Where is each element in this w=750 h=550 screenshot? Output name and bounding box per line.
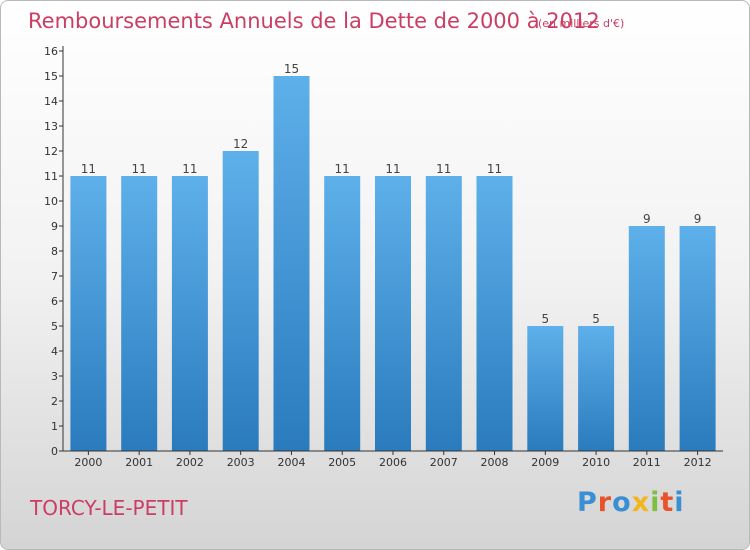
data-label-2007: 11 [436,162,451,176]
data-label-2001: 11 [132,162,147,176]
bars-layer [70,76,716,451]
y-tick-label: 2 [51,395,58,408]
data-label-2009: 5 [541,312,549,326]
bar-2000 [70,176,107,451]
data-label-2004: 15 [284,62,299,76]
data-label-2012: 9 [694,212,702,226]
bar-2008 [476,176,513,451]
data-labels-layer: 11 11 11 12 15 11 11 11 11 5 5 9 9 [81,62,702,326]
y-tick-label: 8 [51,245,58,258]
x-tick-label: 2005 [328,456,356,469]
y-tick-label: 16 [44,45,58,58]
bar-2001 [121,176,158,451]
logo-letter: i [650,487,661,518]
proxiti-logo: Proxiti [577,487,685,518]
x-tick-label: 2011 [633,456,661,469]
y-tick-label: 9 [51,220,58,233]
bar-2012 [679,226,716,451]
logo-letter: P [577,487,598,518]
x-tick-label: 2001 [125,456,153,469]
logo-letter: r [597,487,613,518]
x-tick-label: 2010 [582,456,610,469]
data-label-2000: 11 [81,162,96,176]
y-tick-label: 0 [51,445,58,458]
x-tick-label: 2007 [430,456,458,469]
y-tick-label: 6 [51,295,58,308]
bar-2002 [171,176,208,451]
bar-2010 [578,326,615,451]
data-label-2011: 9 [643,212,651,226]
bar-2006 [375,176,411,451]
y-tick-label: 4 [51,345,58,358]
y-tick-label: 7 [51,270,58,283]
y-tick-label: 15 [44,70,58,83]
data-label-2003: 12 [233,137,248,151]
bar-2007 [425,176,462,451]
x-tick-label: 2006 [379,456,407,469]
y-tick-label: 10 [44,195,58,208]
data-label-2010: 5 [592,312,600,326]
y-tick-label: 14 [44,95,58,108]
y-tick-label: 13 [44,120,58,133]
y-tick-label: 3 [51,370,58,383]
x-tick-label: 2004 [278,456,306,469]
bar-2011 [628,226,665,451]
x-tick-label: 2000 [74,456,102,469]
x-tick-label: 2009 [531,456,559,469]
data-label-2005: 11 [335,162,350,176]
bar-2003 [222,151,259,451]
x-axis: 2000 2001 2002 2003 2004 2005 2006 2007 2008 2009… [63,450,723,469]
data-label-2006: 11 [385,162,400,176]
x-tick-label: 2002 [176,456,204,469]
x-tick-label: 2003 [227,456,255,469]
logo-letter: o [612,487,632,518]
commune-name: TORCY-LE-PETIT [30,496,188,520]
chart-title: Remboursements Annuels de la Dette de 20… [28,9,600,33]
bar-2004 [273,76,310,451]
y-tick-label: 11 [44,170,58,183]
y-tick-label: 12 [44,145,58,158]
y-tick-label: 5 [51,320,58,333]
logo-letter: t [660,487,675,518]
bar-2009 [527,326,564,451]
x-tick-label: 2012 [684,456,712,469]
logo-letter: x [631,487,651,518]
x-tick-label: 2008 [481,456,509,469]
logo-letter: i [674,487,685,518]
data-label-2008: 11 [487,162,502,176]
bar-2005 [324,176,361,451]
chart-subtitle: (en milliers d'€) [538,17,625,30]
y-tick-label: 1 [51,420,58,433]
data-label-2002: 11 [182,162,197,176]
